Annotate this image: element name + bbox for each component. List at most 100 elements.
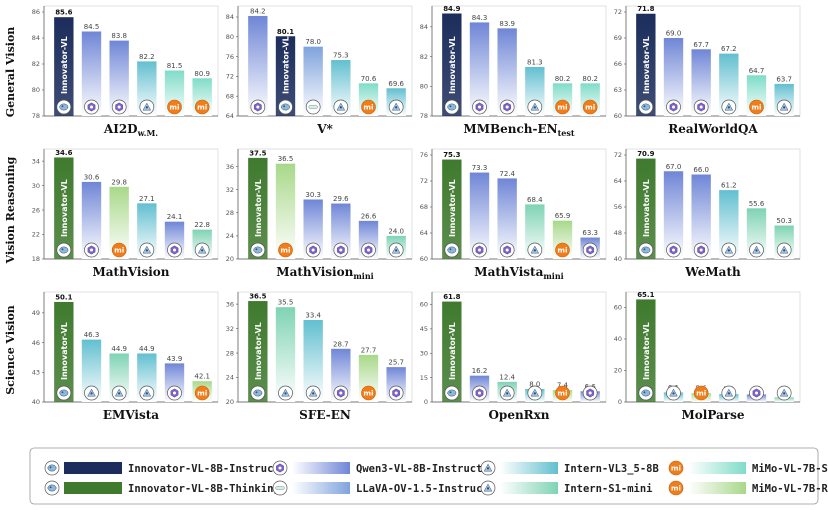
y-tick-label: 36 xyxy=(226,163,234,171)
qwen-logo-icon xyxy=(388,385,404,401)
chart-title-main: SFE-EN xyxy=(299,408,351,422)
chart-title-main: V* xyxy=(316,122,333,136)
y-tick-label: 28 xyxy=(226,349,234,357)
bar xyxy=(719,53,739,116)
qwen-logo-icon xyxy=(333,242,349,258)
chart-title-main: OpenRxn xyxy=(488,408,549,422)
bar xyxy=(54,17,74,117)
intern-logo-icon xyxy=(480,460,496,476)
innovator-logo-icon xyxy=(638,99,654,115)
bar-value-label: 30.6 xyxy=(84,173,100,181)
svg-text:mi: mi xyxy=(114,246,124,255)
qwen-logo-icon xyxy=(499,242,515,258)
row-label-general-vision: General Vision xyxy=(4,27,17,118)
qwen-logo-icon xyxy=(749,385,764,401)
y-tick-label: 60 xyxy=(614,304,622,312)
qwen-logo-icon xyxy=(361,242,376,258)
bar xyxy=(469,172,490,259)
qwen-logo-icon xyxy=(84,99,99,115)
y-tick-label: 78 xyxy=(32,112,40,120)
intern-logo-icon xyxy=(139,99,155,115)
innovator-logo-icon xyxy=(444,385,460,401)
y-tick-label: 86 xyxy=(32,8,40,16)
svg-text:mi: mi xyxy=(363,389,373,398)
bar-model-label: Innovator-VL xyxy=(642,36,651,94)
intern-logo-icon xyxy=(776,99,792,115)
chart-title-main: MathVista xyxy=(474,265,543,279)
qwen-logo-icon xyxy=(305,242,321,258)
svg-text:mi: mi xyxy=(585,103,595,112)
bar-model-label: Innovator-VL xyxy=(60,322,69,380)
bar-value-label: 63.7 xyxy=(776,75,792,83)
innovator-logo-icon xyxy=(250,242,266,258)
bar-value-label: 12.4 xyxy=(499,373,515,381)
y-tick-label: 46 xyxy=(32,339,40,347)
innovator-logo-icon xyxy=(250,385,266,401)
bar-value-label: 29.8 xyxy=(111,178,127,186)
legend-swatch xyxy=(64,482,122,494)
bar-value-label: 85.6 xyxy=(55,9,72,17)
chart-title: V* xyxy=(316,122,333,136)
bar-model-label: Innovator-VL xyxy=(642,179,651,237)
mi-logo-icon: mi xyxy=(167,99,182,115)
bar-value-label: 81.5 xyxy=(167,62,183,70)
bar xyxy=(275,307,296,402)
bar-value-label: 65.1 xyxy=(637,291,654,299)
mi-logo-icon: mi xyxy=(278,242,293,258)
svg-text:mi: mi xyxy=(557,246,567,255)
bar xyxy=(109,40,129,116)
chart-title: MathVistamini xyxy=(474,265,563,281)
bar-value-label: 36.5 xyxy=(278,155,294,163)
bar-value-label: 28.7 xyxy=(333,340,349,348)
chart-title-main: WeMath xyxy=(684,265,741,279)
y-tick-label: 40 xyxy=(614,335,622,343)
chart-title: AI2Dw.M. xyxy=(103,122,158,138)
bar-model-label: Innovator-VL xyxy=(60,36,69,94)
chart-title-subscript: test xyxy=(558,128,575,138)
legend-swatch xyxy=(292,462,350,474)
bar-value-label: 37.5 xyxy=(249,149,266,157)
bar-value-label: 67.2 xyxy=(721,45,737,53)
legend-item: mi MiMo-VL-7B-RL xyxy=(668,480,828,496)
legend-label: Intern-VL3_5-8B xyxy=(564,463,659,475)
y-tick-label: 72 xyxy=(614,8,622,16)
chart-5: 20 24 28 32 36 37.5 Innovator-VL 36.5 mi 30.3 29.6… xyxy=(226,148,413,281)
svg-text:mi: mi xyxy=(671,464,681,473)
bar-value-label: 27.7 xyxy=(361,346,377,354)
bar xyxy=(663,38,684,116)
bar-value-label: 55.6 xyxy=(749,200,765,208)
y-tick-label: 66 xyxy=(614,60,622,68)
mi-logo-icon: mi xyxy=(668,480,684,496)
mi-logo-icon: mi xyxy=(361,99,376,115)
y-tick-label: 84 xyxy=(226,13,234,21)
bar-model-label: Innovator-VL xyxy=(448,36,457,94)
qwen-logo-icon xyxy=(693,99,709,115)
mi-logo-icon: mi xyxy=(555,99,570,115)
y-tick-label: 30 xyxy=(32,182,40,190)
qwen-logo-icon xyxy=(84,242,99,258)
chart-grid: 78 80 82 84 86 85.6 Innovator-VL 84.5 83.8 82.2 81… xyxy=(32,5,801,422)
legend-item: Qwen3-VL-8B-Instruct xyxy=(272,460,482,476)
bar xyxy=(248,157,268,259)
qwen-logo-icon xyxy=(582,242,598,258)
intern-logo-icon xyxy=(278,385,293,401)
mi-logo-icon: mi xyxy=(555,242,570,258)
bar-value-label: 67.0 xyxy=(666,163,682,171)
mi-logo-icon: mi xyxy=(361,385,376,401)
y-tick-label: 60 xyxy=(614,112,622,120)
chart-title-subscript: mini xyxy=(353,271,373,281)
bar xyxy=(442,301,462,402)
chart-0: 78 80 82 84 86 85.6 Innovator-VL 84.5 83.8 82.2 81… xyxy=(32,5,219,138)
qwen-logo-icon xyxy=(167,242,182,258)
chart-8: 40 43 46 49 50.1 Innovator-VL 46.3 44.9 44.9 43.9… xyxy=(32,291,219,422)
svg-text:mi: mi xyxy=(671,484,681,493)
qwen-logo-icon xyxy=(111,99,127,115)
intern-logo-icon xyxy=(111,385,127,401)
y-tick-label: 20 xyxy=(226,398,234,406)
bar xyxy=(54,301,74,402)
bar-value-label: 33.4 xyxy=(305,312,321,320)
intern-logo-icon xyxy=(721,242,737,258)
y-tick-label: 36 xyxy=(226,300,234,308)
bar-value-label: 29.6 xyxy=(333,195,349,203)
bar-value-label: 84.3 xyxy=(472,14,488,22)
